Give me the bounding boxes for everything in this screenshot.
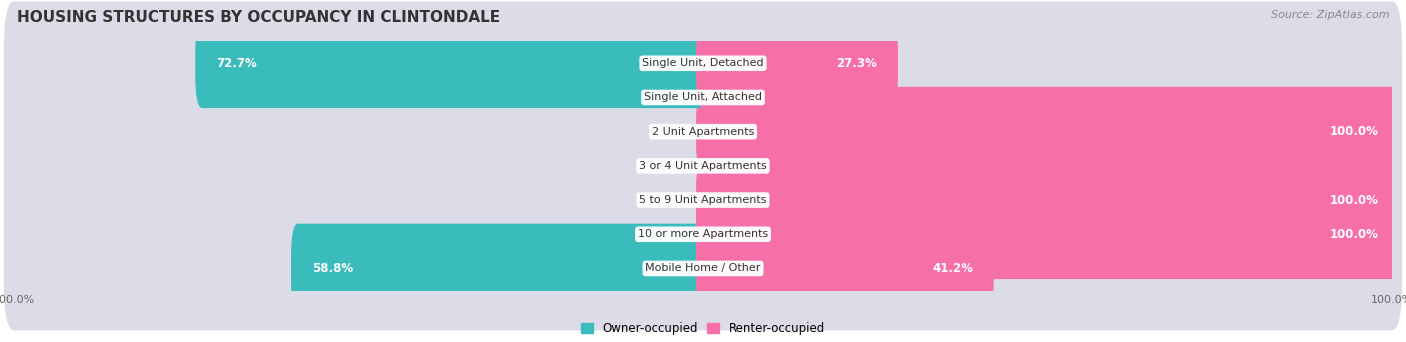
Text: 100.0%: 100.0% — [1329, 194, 1378, 207]
FancyBboxPatch shape — [696, 18, 898, 108]
Text: Single Unit, Detached: Single Unit, Detached — [643, 58, 763, 68]
Text: 72.7%: 72.7% — [217, 57, 257, 70]
Text: 5 to 9 Unit Apartments: 5 to 9 Unit Apartments — [640, 195, 766, 205]
Text: 0.0%: 0.0% — [659, 228, 689, 241]
Text: 10 or more Apartments: 10 or more Apartments — [638, 229, 768, 239]
FancyBboxPatch shape — [4, 70, 1402, 194]
FancyBboxPatch shape — [195, 18, 710, 108]
Text: Mobile Home / Other: Mobile Home / Other — [645, 263, 761, 274]
FancyBboxPatch shape — [696, 155, 1399, 245]
Text: 58.8%: 58.8% — [312, 262, 353, 275]
Text: 0.0%: 0.0% — [659, 194, 689, 207]
FancyBboxPatch shape — [696, 189, 1399, 279]
FancyBboxPatch shape — [696, 87, 1399, 176]
Text: 0.0%: 0.0% — [659, 159, 689, 172]
FancyBboxPatch shape — [4, 172, 1402, 296]
FancyBboxPatch shape — [4, 138, 1402, 262]
Text: 0.0%: 0.0% — [717, 159, 747, 172]
FancyBboxPatch shape — [4, 104, 1402, 228]
Text: 100.0%: 100.0% — [1329, 228, 1378, 241]
Text: 41.2%: 41.2% — [932, 262, 973, 275]
FancyBboxPatch shape — [4, 207, 1402, 330]
Text: 2 Unit Apartments: 2 Unit Apartments — [652, 127, 754, 137]
Legend: Owner-occupied, Renter-occupied: Owner-occupied, Renter-occupied — [576, 317, 830, 340]
Text: 0.0%: 0.0% — [659, 125, 689, 138]
Text: HOUSING STRUCTURES BY OCCUPANCY IN CLINTONDALE: HOUSING STRUCTURES BY OCCUPANCY IN CLINT… — [17, 10, 501, 25]
Text: Single Unit, Attached: Single Unit, Attached — [644, 92, 762, 103]
Text: 0.0%: 0.0% — [717, 91, 747, 104]
Text: Source: ZipAtlas.com: Source: ZipAtlas.com — [1271, 10, 1389, 20]
FancyBboxPatch shape — [4, 1, 1402, 125]
FancyBboxPatch shape — [696, 224, 994, 313]
Text: 27.3%: 27.3% — [837, 57, 877, 70]
Text: 0.0%: 0.0% — [659, 91, 689, 104]
FancyBboxPatch shape — [291, 224, 710, 313]
Text: 3 or 4 Unit Apartments: 3 or 4 Unit Apartments — [640, 161, 766, 171]
FancyBboxPatch shape — [4, 36, 1402, 159]
Text: 100.0%: 100.0% — [1329, 125, 1378, 138]
